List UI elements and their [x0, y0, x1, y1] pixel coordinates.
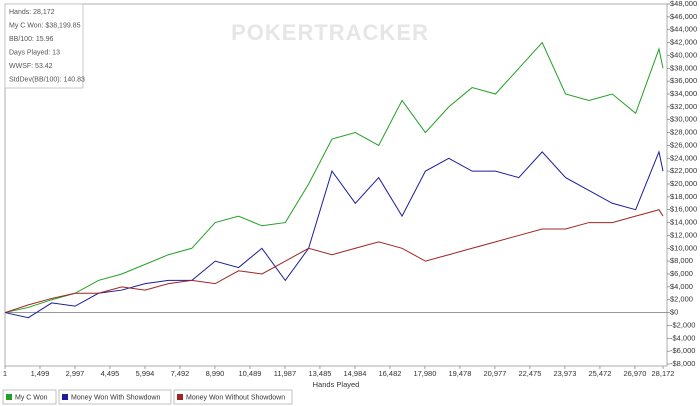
y-tick-label: $32,000 — [670, 102, 697, 111]
x-tick-label: 5,994 — [136, 369, 155, 378]
x-tick-label: 19,478 — [448, 369, 471, 378]
x-tick-label: 10,489 — [238, 369, 261, 378]
x-tick-label: 16,482 — [378, 369, 401, 378]
x-tick-label: 11,987 — [274, 369, 296, 378]
legend-swatch — [6, 394, 12, 400]
legend-swatch — [177, 394, 183, 400]
series-line — [4, 150, 664, 319]
x-tick-label: 4,495 — [101, 369, 120, 378]
legend-item — [173, 389, 293, 405]
y-tick-label: $38,000 — [670, 63, 697, 72]
y-tick-label: $16,000 — [670, 205, 697, 214]
y-tick-label: $10,000 — [670, 243, 697, 252]
y-tick-label: $40,000 — [670, 50, 697, 59]
y-tick-label: $48,000 — [670, 0, 697, 8]
x-tick-label: 13,485 — [308, 369, 331, 378]
y-tick-label: $2,000 — [670, 295, 693, 304]
y-tick-label: $18,000 — [670, 192, 697, 201]
y-tick-label: $14,000 — [670, 218, 697, 227]
x-tick-label: 8,990 — [206, 369, 225, 378]
x-tick-label: 26,970 — [623, 369, 646, 378]
stat-line: WWSF: 53.42 — [9, 63, 53, 70]
y-tick-label: $36,000 — [670, 76, 697, 85]
x-tick-label: 17,980 — [413, 369, 436, 378]
y-tick-label: $6,000 — [670, 269, 693, 278]
y-tick-label: $34,000 — [670, 89, 697, 98]
stat-line: BB/100: 15.96 — [9, 36, 53, 43]
x-tick-label: 20,977 — [483, 369, 506, 378]
stat-line: Hands: 28,172 — [9, 9, 55, 16]
stat-line: My C Won: $38,199.85 — [9, 22, 81, 29]
y-tick-label: -$4,000 — [670, 333, 695, 342]
y-tick-label: $26,000 — [670, 140, 697, 149]
y-tick-label: $20,000 — [670, 179, 697, 188]
x-tick-label: 25,472 — [588, 369, 611, 378]
stat-line: Days Played: 13 — [9, 49, 60, 56]
stat-line: StdDev(BB/100): 140.83 — [9, 76, 85, 83]
legend-label: Money Won With Showdown — [71, 394, 160, 401]
y-tick-label: $0 — [670, 308, 678, 317]
x-tick-label: 28,172 — [652, 369, 675, 378]
x-tick-label: 23,973 — [553, 369, 576, 378]
y-tick-label: $30,000 — [670, 115, 697, 124]
x-axis-label: Hands Played — [313, 380, 360, 389]
x-tick-label: 1 — [3, 369, 7, 378]
x-tick-label: 22,475 — [518, 369, 541, 378]
legend-swatch — [62, 394, 68, 400]
y-tick-label: $28,000 — [670, 128, 697, 137]
x-tick-label: 7,492 — [171, 369, 190, 378]
y-tick-label: $42,000 — [670, 38, 697, 47]
y-tick-label: $46,000 — [670, 12, 697, 21]
legend-item — [2, 389, 57, 405]
y-tick-label: $44,000 — [670, 25, 697, 34]
stats-box — [4, 3, 84, 89]
y-tick-label: -$2,000 — [670, 320, 695, 329]
y-tick-label: $24,000 — [670, 153, 697, 162]
y-tick-label: $4,000 — [670, 282, 693, 291]
x-tick-label: 1,499 — [31, 369, 50, 378]
series-line — [4, 41, 664, 314]
series-line — [4, 209, 664, 314]
y-tick-label: -$6,000 — [670, 346, 695, 355]
y-tick-label: $8,000 — [670, 256, 693, 265]
y-tick-label: $12,000 — [670, 230, 697, 239]
y-tick-label: -$8,000 — [670, 359, 695, 368]
y-tick-label: $22,000 — [670, 166, 697, 175]
watermark: POKERTRACKER — [231, 20, 429, 45]
plot-frame — [4, 3, 668, 367]
legend-item — [58, 389, 172, 405]
x-tick-label: 14,984 — [343, 369, 366, 378]
legend-label: My C Won — [15, 394, 48, 401]
legend-label: Money Won Without Showdown — [186, 394, 285, 401]
x-tick-label: 2,997 — [66, 369, 85, 378]
